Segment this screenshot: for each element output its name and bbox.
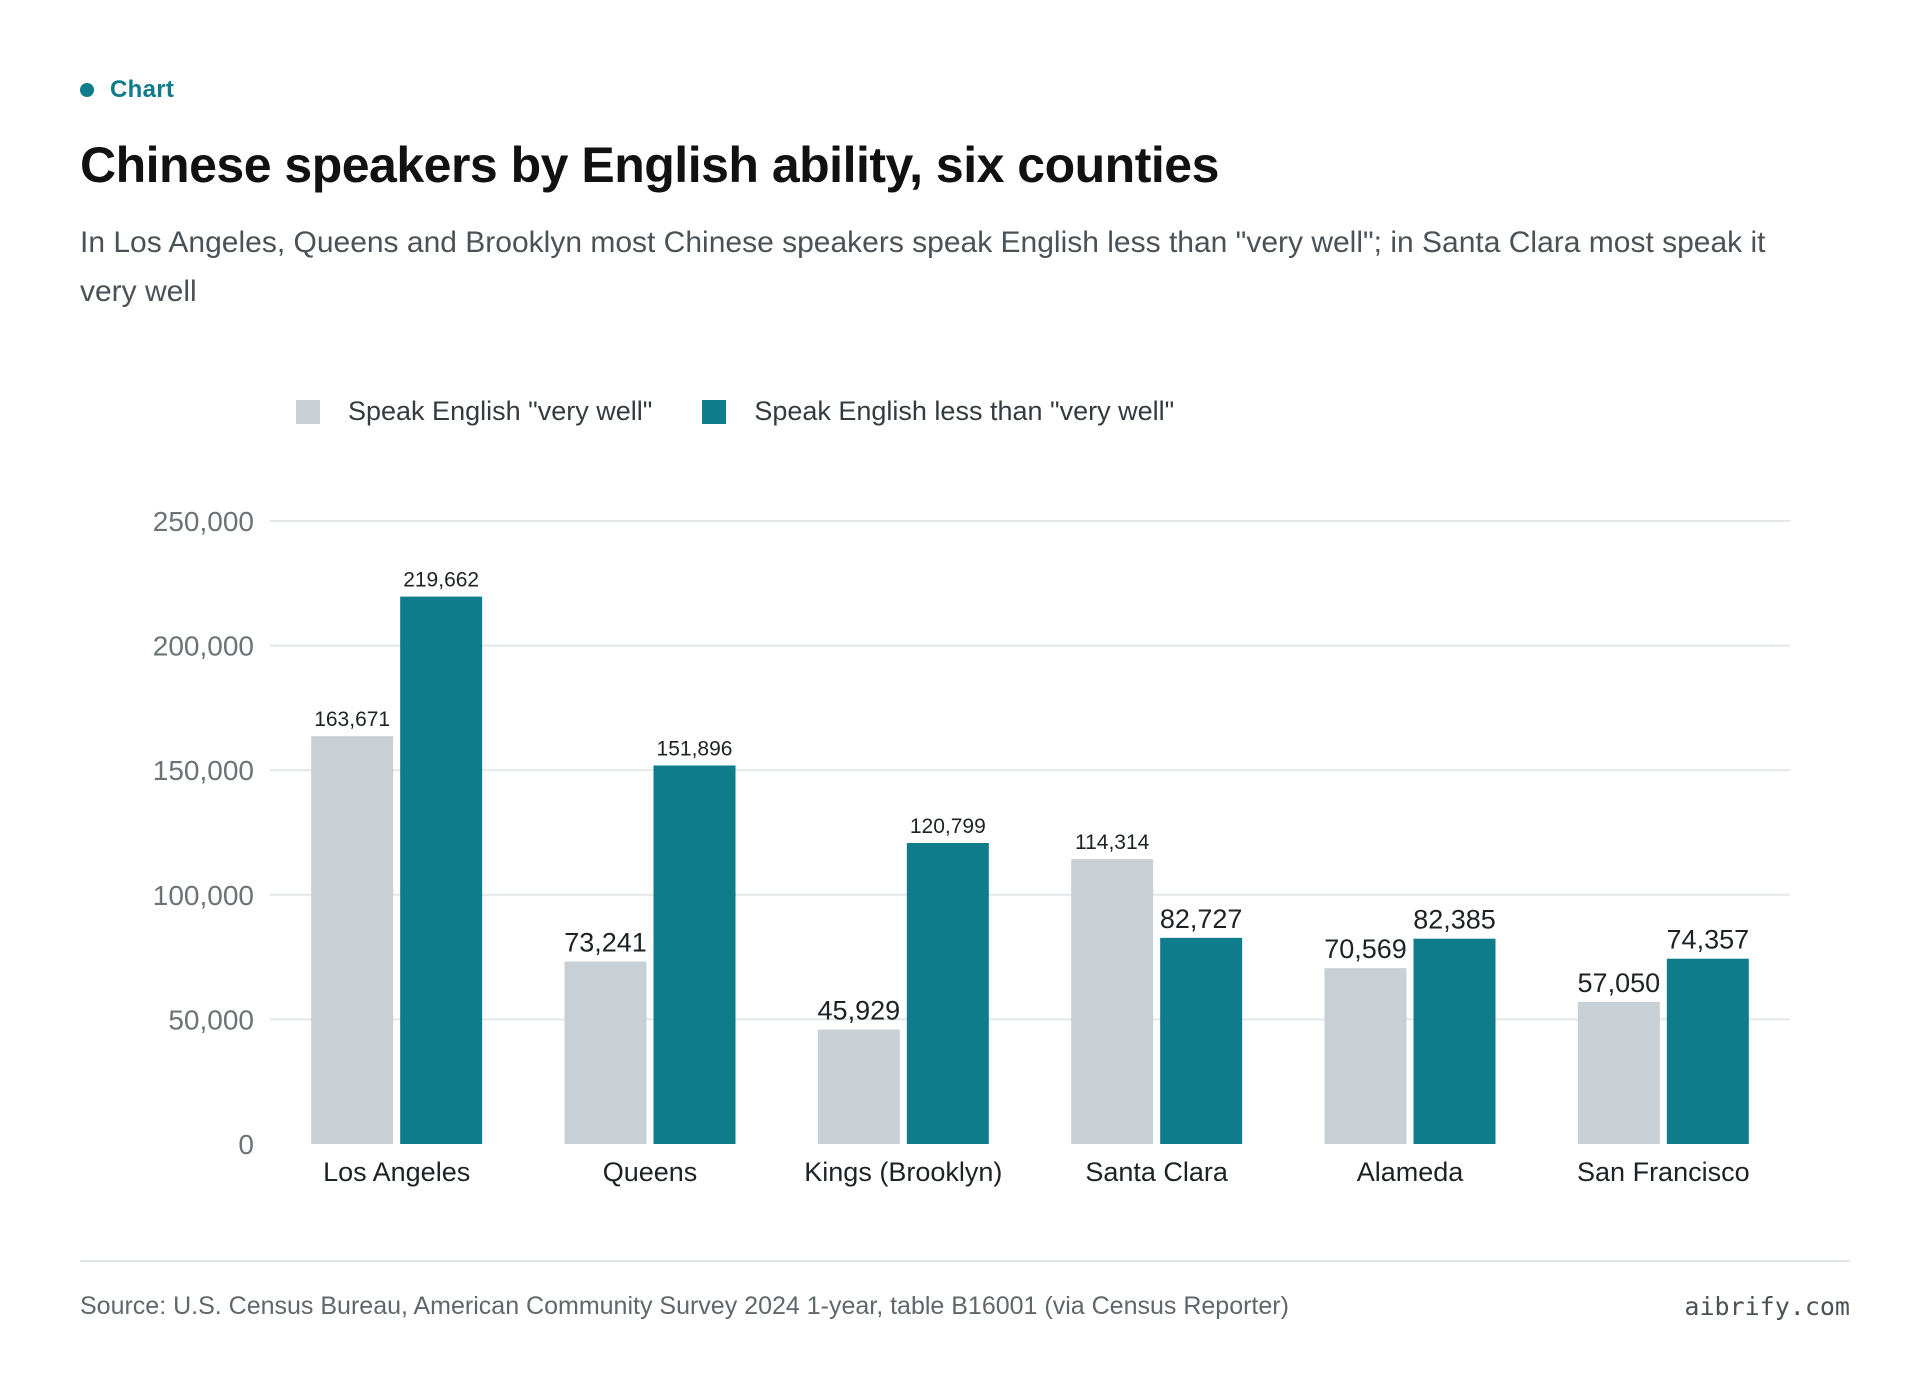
chart-title: Chinese speakers by English ability, six… [80,137,1219,193]
bar-less-than-very-well [1666,958,1749,1144]
footer-divider [80,1260,1850,1262]
x-category-label: Queens [603,1157,698,1187]
bar-less-than-very-well [906,842,989,1144]
bar-value-label: 163,671 [314,708,390,731]
bar-value-label: 82,727 [1160,904,1243,934]
kicker-dot-icon [80,83,94,97]
bar-very-well [1577,1001,1660,1144]
chart-kicker: Chart [80,76,174,104]
bar-value-label: 45,929 [818,996,901,1026]
x-category-label: San Francisco [1577,1157,1750,1187]
legend-swatch-less-than-very-well [702,399,727,424]
x-category-label: Kings (Brooklyn) [804,1157,1002,1187]
bar-very-well [564,961,647,1144]
kicker-label: Chart [110,76,175,103]
legend-label-very-well: Speak English "very well" [348,396,653,426]
bar-less-than-very-well [653,765,736,1144]
x-category-label: Alameda [1357,1157,1465,1187]
x-axis-category-labels: Los Angeles Queens Kings (Brooklyn) Santa C… [323,1157,1750,1187]
bars [311,596,1749,1144]
bar-less-than-very-well [400,596,483,1144]
gridlines [270,520,1790,1021]
bar-value-labels: 163,671 219,662 73,241 151,896 45,929 120,799… [314,569,1749,1026]
x-category-label: Los Angeles [323,1157,470,1187]
legend-item-very-well: Speak English "very well" [296,396,652,427]
y-tick-label: 0 [238,1129,254,1160]
bar-value-label: 74,357 [1667,925,1750,955]
y-tick-label: 100,000 [153,880,254,911]
y-tick-label: 200,000 [153,631,254,662]
bar-value-label: 219,662 [403,569,479,592]
y-tick-label: 50,000 [168,1004,254,1035]
legend-label-less-than-very-well: Speak English less than "very well" [754,396,1175,426]
y-tick-label: 250,000 [153,506,254,537]
bar-less-than-very-well [1160,937,1243,1144]
legend-item-less-than-very-well: Speak English less than "very well" [702,396,1174,427]
bar-value-label: 70,569 [1324,934,1407,964]
bar-very-well [1324,968,1407,1144]
chart-legend: Speak English "very well" Speak English … [296,396,1224,427]
y-axis-tick-labels: 0 50,000 100,000 150,000 200,000 250,000 [153,506,254,1160]
bar-very-well [311,736,394,1144]
bar-value-label: 151,896 [657,737,733,760]
bar-value-label: 114,314 [1075,831,1150,854]
bar-very-well [817,1029,900,1144]
chart-subtitle: In Los Angeles, Queens and Brooklyn most… [80,226,1766,308]
x-category-label: Santa Clara [1085,1157,1229,1187]
bar-less-than-very-well [1413,938,1496,1144]
y-tick-label: 150,000 [153,755,254,786]
bar-very-well [1071,859,1154,1144]
bar-value-label: 73,241 [564,927,647,957]
bar-value-label: 82,385 [1413,905,1496,935]
legend-swatch-very-well [296,399,320,424]
brand-mark: aibrify.com [1684,1292,1850,1321]
bar-value-label: 120,799 [910,815,986,838]
source-note: Source: U.S. Census Bureau, American Com… [80,1292,1289,1320]
bar-value-label: 57,050 [1578,968,1661,998]
bar-chart: 0 50,000 100,000 150,000 200,000 250,000 163,… [153,506,1790,1187]
